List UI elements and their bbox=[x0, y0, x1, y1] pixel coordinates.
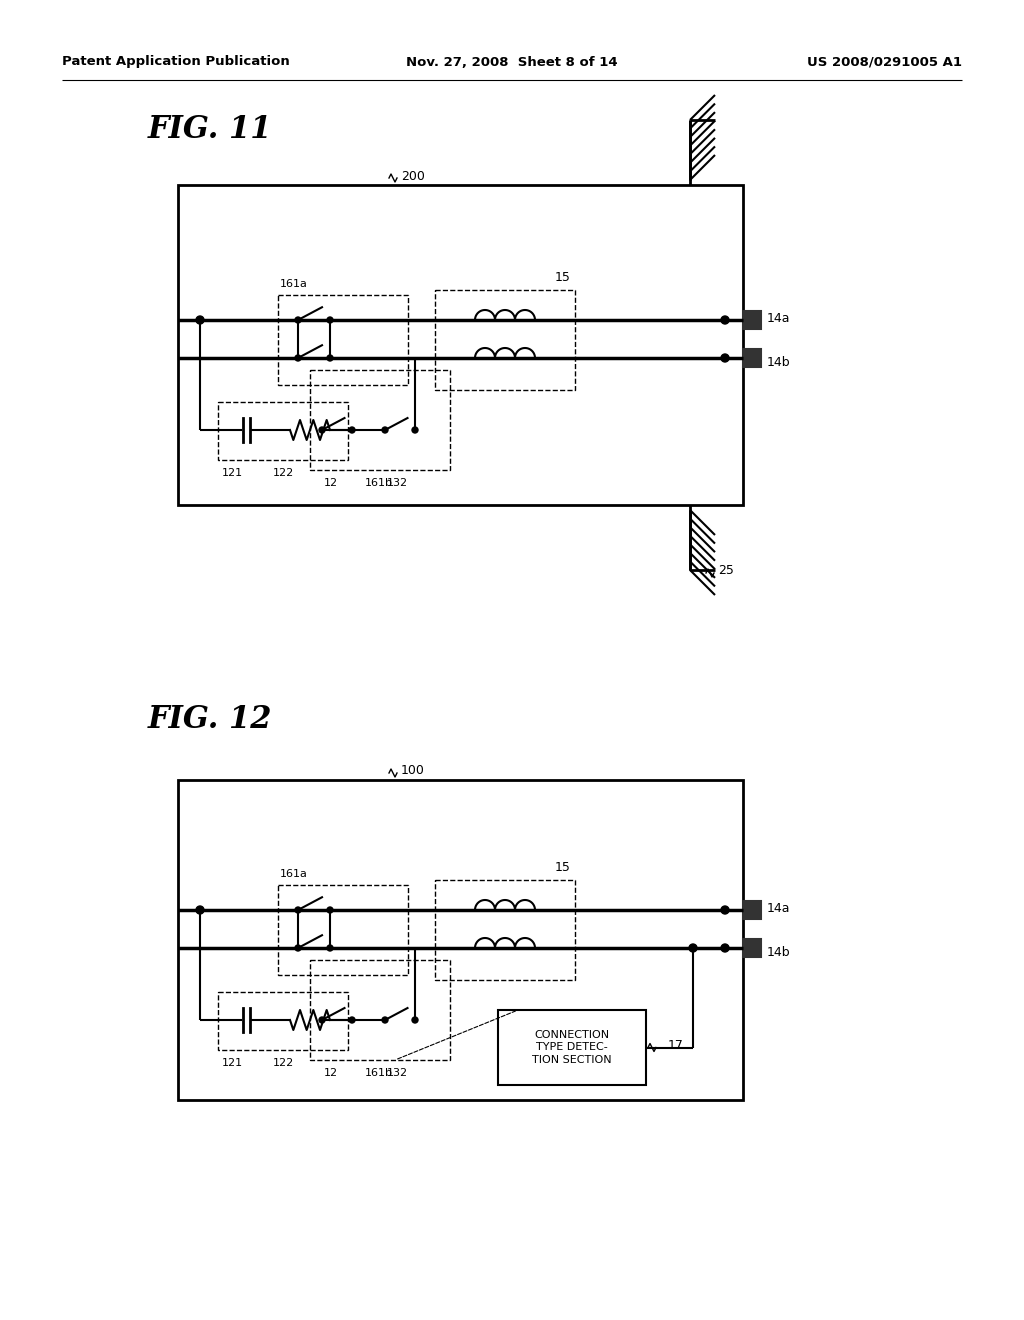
Text: 161a: 161a bbox=[280, 869, 308, 879]
Circle shape bbox=[721, 354, 729, 362]
Text: 12: 12 bbox=[324, 478, 338, 488]
Bar bbox=[178, 780, 743, 1100]
Text: 14a: 14a bbox=[767, 902, 791, 915]
Bar bbox=[743, 939, 761, 957]
Text: 15: 15 bbox=[555, 861, 571, 874]
Circle shape bbox=[412, 1016, 418, 1023]
Text: 122: 122 bbox=[273, 1059, 294, 1068]
Text: 12: 12 bbox=[324, 1068, 338, 1078]
Bar bbox=[278, 294, 408, 385]
Text: 122: 122 bbox=[273, 469, 294, 478]
Bar bbox=[435, 290, 575, 389]
Circle shape bbox=[196, 315, 204, 323]
Circle shape bbox=[382, 1016, 388, 1023]
Text: 14b: 14b bbox=[767, 355, 791, 368]
Circle shape bbox=[295, 355, 301, 360]
Bar bbox=[310, 370, 450, 470]
Circle shape bbox=[327, 317, 333, 323]
Text: 14a: 14a bbox=[767, 312, 791, 325]
Text: 121: 121 bbox=[222, 1059, 243, 1068]
Text: 161b: 161b bbox=[365, 478, 393, 488]
Circle shape bbox=[689, 944, 697, 952]
Bar bbox=[498, 1010, 646, 1085]
Circle shape bbox=[327, 907, 333, 913]
Text: 132: 132 bbox=[387, 478, 409, 488]
Bar bbox=[435, 880, 575, 979]
Text: 121: 121 bbox=[222, 469, 243, 478]
Text: 200: 200 bbox=[401, 169, 425, 182]
Circle shape bbox=[349, 426, 355, 433]
Bar bbox=[743, 902, 761, 919]
Text: 15: 15 bbox=[555, 271, 571, 284]
Text: 17: 17 bbox=[668, 1039, 684, 1052]
Circle shape bbox=[295, 907, 301, 913]
Bar bbox=[743, 348, 761, 367]
Circle shape bbox=[295, 317, 301, 323]
Bar bbox=[743, 312, 761, 329]
Text: 161a: 161a bbox=[280, 279, 308, 289]
Text: Patent Application Publication: Patent Application Publication bbox=[62, 55, 290, 69]
Text: FIG. 11: FIG. 11 bbox=[148, 115, 272, 145]
Circle shape bbox=[382, 426, 388, 433]
Bar bbox=[310, 960, 450, 1060]
Circle shape bbox=[721, 906, 729, 913]
Circle shape bbox=[721, 944, 729, 952]
Circle shape bbox=[327, 945, 333, 950]
Bar bbox=[178, 185, 743, 506]
Text: 25: 25 bbox=[718, 565, 734, 578]
Bar bbox=[218, 993, 348, 1049]
Circle shape bbox=[349, 1016, 355, 1023]
Circle shape bbox=[319, 426, 325, 433]
Text: CONNECTION
TYPE DETEC-
TION SECTION: CONNECTION TYPE DETEC- TION SECTION bbox=[532, 1030, 611, 1065]
Bar bbox=[218, 403, 348, 459]
Circle shape bbox=[327, 355, 333, 360]
Circle shape bbox=[196, 906, 204, 913]
Text: 161b: 161b bbox=[365, 1068, 393, 1078]
Text: 132: 132 bbox=[387, 1068, 409, 1078]
Bar bbox=[278, 884, 408, 975]
Circle shape bbox=[412, 426, 418, 433]
Text: FIG. 12: FIG. 12 bbox=[148, 705, 272, 735]
Circle shape bbox=[319, 1016, 325, 1023]
Circle shape bbox=[721, 315, 729, 323]
Text: Nov. 27, 2008  Sheet 8 of 14: Nov. 27, 2008 Sheet 8 of 14 bbox=[407, 55, 617, 69]
Text: US 2008/0291005 A1: US 2008/0291005 A1 bbox=[807, 55, 962, 69]
Circle shape bbox=[295, 945, 301, 950]
Text: 14b: 14b bbox=[767, 945, 791, 958]
Text: 100: 100 bbox=[401, 764, 425, 777]
